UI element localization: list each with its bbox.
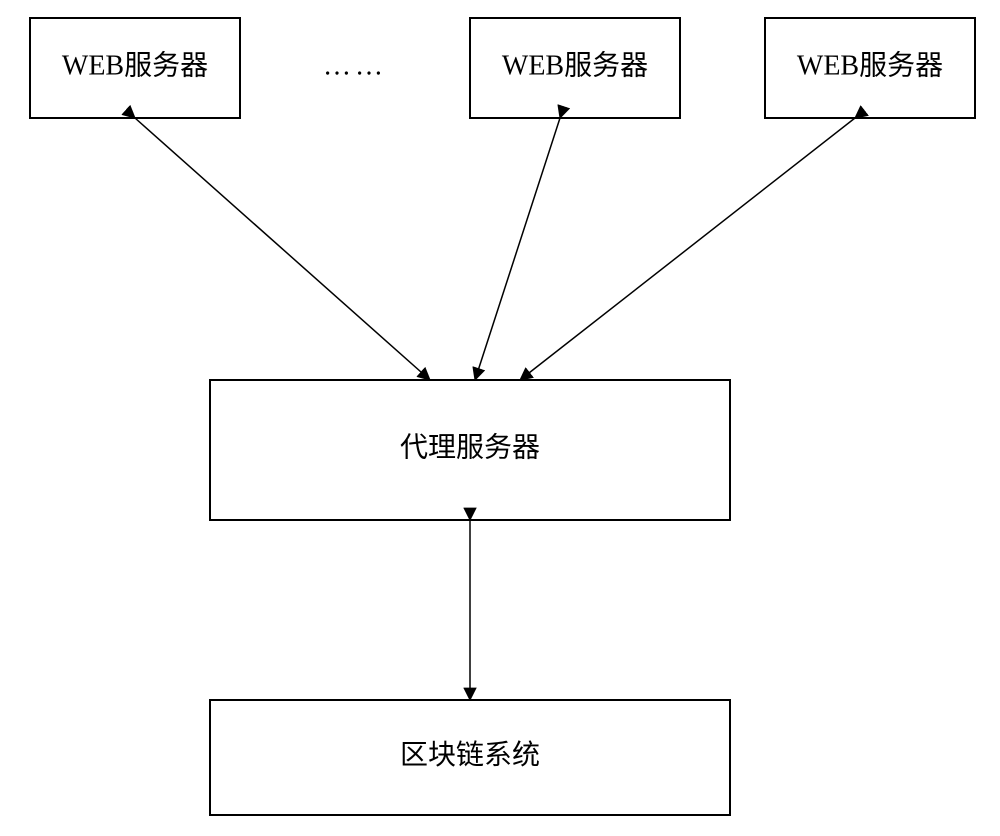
node-web2-label: WEB服务器	[502, 49, 648, 81]
node-chain-label: 区块链系统	[400, 739, 540, 771]
node-web1: WEB服务器	[30, 18, 240, 118]
node-web1-label: WEB服务器	[62, 49, 208, 81]
node-proxy: 代理服务器	[210, 380, 730, 520]
node-proxy-label: 代理服务器	[400, 431, 540, 463]
edge-web1-proxy	[135, 118, 430, 380]
node-web2: WEB服务器	[470, 18, 680, 118]
node-web3: WEB服务器	[765, 18, 975, 118]
node-web3-label: WEB服务器	[797, 49, 943, 81]
node-chain: 区块链系统	[210, 700, 730, 815]
ellipsis: ……	[323, 50, 387, 81]
edge-web2-proxy	[475, 118, 560, 380]
edge-web3-proxy	[520, 118, 855, 380]
